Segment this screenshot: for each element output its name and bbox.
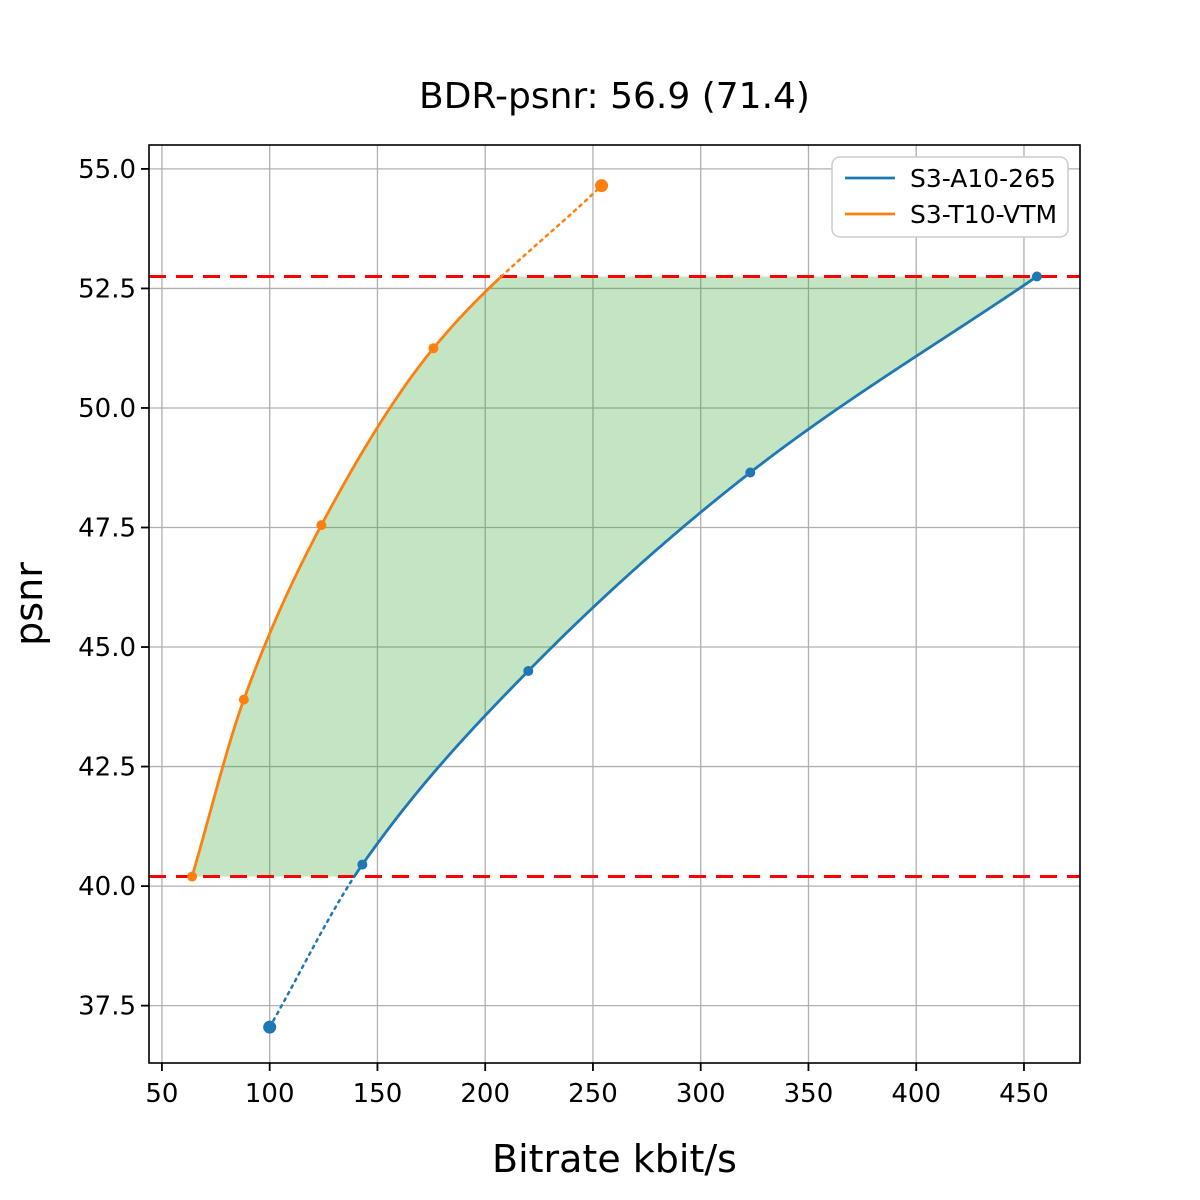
x-axis-title: Bitrate kbit/s <box>492 1137 737 1181</box>
y-axis: 37.5 40.0 42.5 45.0 47.5 50.0 52.5 55.0 <box>78 155 149 1022</box>
x-tick-label: 50 <box>145 1079 178 1109</box>
x-tick-label: 300 <box>676 1079 726 1109</box>
data-point <box>238 694 249 705</box>
legend: S3-A10-265 S3-T10-VTM <box>831 156 1069 238</box>
bd-region-polygon <box>192 276 1037 877</box>
data-point <box>745 467 756 478</box>
x-tick-label: 200 <box>460 1079 510 1109</box>
y-tick-label: 52.5 <box>78 274 136 304</box>
plot-border <box>148 144 1081 1064</box>
y-tick-label: 42.5 <box>78 753 136 783</box>
y-tick-label: 55.0 <box>78 155 136 185</box>
bd-gain-region <box>192 276 1037 877</box>
data-point <box>263 1020 277 1034</box>
y-tick-label: 40.0 <box>78 872 136 902</box>
chart-title: BDR-psnr: 56.9 (71.4) <box>419 76 810 117</box>
y-tick-label: 45.0 <box>78 633 136 663</box>
series-s3-a10-265 <box>263 271 1042 1034</box>
y-tick-label: 37.5 <box>78 992 136 1022</box>
y-tick-label: 50.0 <box>78 394 136 424</box>
legend-label: S3-A10-265 <box>910 164 1056 193</box>
data-point <box>1031 271 1042 282</box>
x-tick-label: 100 <box>245 1079 295 1109</box>
legend-label: S3-T10-VTM <box>910 200 1057 229</box>
x-tick-label: 150 <box>353 1079 403 1109</box>
x-tick-label: 400 <box>891 1079 941 1109</box>
reference-lines <box>149 274 1080 879</box>
data-point <box>357 859 368 870</box>
x-tick-label: 350 <box>784 1079 834 1109</box>
data-point <box>523 665 534 676</box>
series-s3-t10-vtm <box>187 179 609 882</box>
extrapolated-segment <box>500 184 603 278</box>
data-point <box>428 343 439 354</box>
rd-curve <box>353 275 1038 878</box>
y-tick-label: 47.5 <box>78 514 136 544</box>
x-tick-label: 250 <box>568 1079 618 1109</box>
data-point <box>187 871 198 882</box>
x-tick-label: 450 <box>999 1079 1049 1109</box>
x-axis: 50 100 150 200 250 300 350 400 450 <box>145 1063 1049 1109</box>
y-axis-title: psnr <box>7 562 51 646</box>
data-point <box>316 520 327 531</box>
data-point <box>595 179 609 193</box>
grid <box>149 145 1080 1063</box>
extrapolated-segment <box>268 875 356 1029</box>
